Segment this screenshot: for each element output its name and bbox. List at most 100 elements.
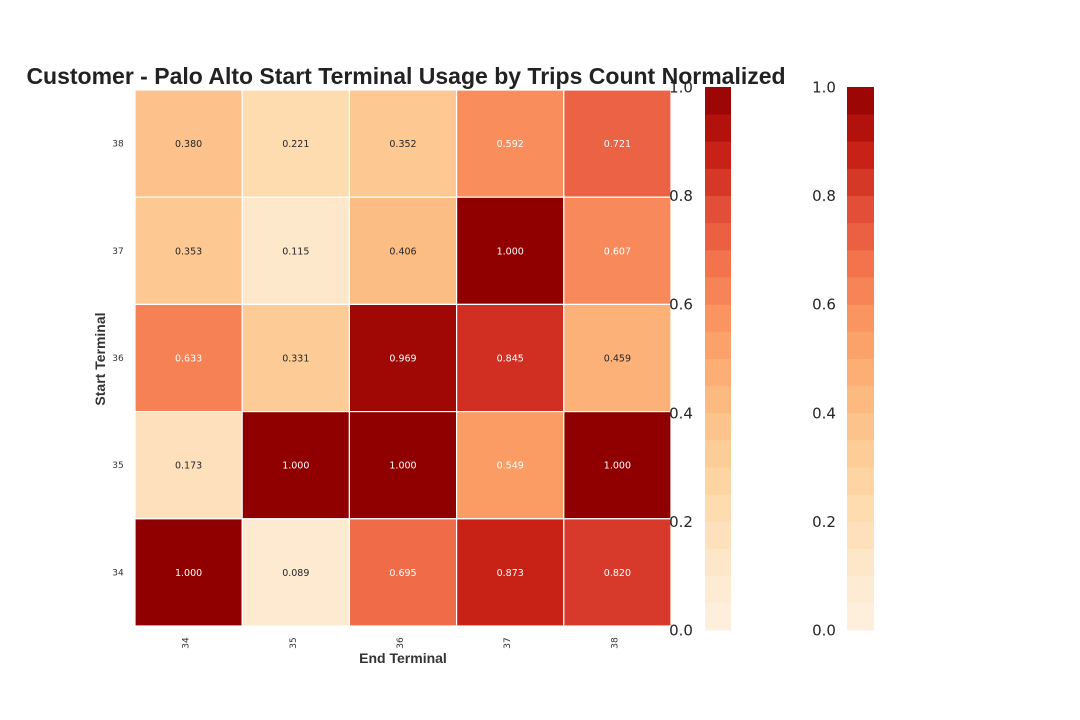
colorbar-primary: 0.0 0.2 0.4 0.6 0.8 1.0 (669, 79, 731, 640)
cell-value-label: 1.000 (282, 461, 309, 472)
colorbar-segment (847, 439, 874, 468)
cell-value-label: 0.549 (497, 461, 524, 472)
x-tick-label: 38 (610, 637, 620, 649)
heatmap-cell (348, 518, 458, 627)
colorbar-segment (705, 521, 731, 549)
heatmap-cell (563, 518, 672, 627)
colorbar-secondary: 0.0 0.2 0.4 0.6 0.8 1.0 (812, 79, 874, 640)
cell-value-label: 1.000 (175, 568, 202, 579)
cell-value-label: 0.695 (389, 568, 416, 579)
colorbar-segment (705, 439, 731, 468)
colorbar-tick-label: 0.0 (669, 622, 693, 640)
heatmap-cell (563, 411, 672, 520)
colorbar-tick-label: 0.8 (812, 187, 836, 205)
colorbar-segment (705, 195, 731, 224)
colorbar-segment (705, 467, 731, 495)
colorbar-segment (705, 168, 731, 196)
x-axis-ticks: 34 35 36 37 38 (182, 637, 621, 649)
cell-value-label: 0.820 (604, 568, 631, 579)
colorbar-tick-label: 0.8 (669, 187, 693, 205)
colorbar-segment (847, 385, 874, 414)
colorbar-segment (705, 358, 731, 387)
cell-value-label: 0.380 (175, 139, 202, 150)
colorbar-segment (847, 331, 874, 359)
y-tick-label: 36 (112, 354, 124, 364)
cell-value-label: 0.173 (175, 461, 202, 472)
colorbar-tick-label: 0.2 (812, 513, 836, 531)
cell-value-label: 0.406 (389, 246, 416, 257)
colorbar-tick-label: 0.0 (812, 622, 836, 640)
colorbar-segment (847, 358, 874, 387)
cell-value-label: 0.089 (282, 568, 309, 579)
heatmap-cell (563, 196, 672, 305)
colorbar-tick-label: 0.6 (812, 296, 836, 314)
colorbar-segment (705, 494, 731, 522)
cell-value-label: 0.331 (282, 354, 309, 365)
cell-value-label: 1.000 (497, 246, 524, 257)
heatmap-cell (241, 518, 350, 627)
heatmap-cell (134, 411, 243, 520)
heatmap-cell (348, 89, 458, 198)
colorbar-segment (705, 249, 731, 278)
colorbar-segment (847, 467, 874, 495)
heatmap-cell (241, 196, 350, 305)
colorbar-segment (847, 195, 874, 224)
colorbar-segment (705, 277, 731, 305)
colorbar-segment (847, 277, 874, 305)
cell-value-label: 0.221 (282, 139, 309, 150)
colorbar-tick-label: 1.0 (669, 79, 693, 97)
colorbar-segment (847, 521, 874, 549)
heatmap-cell (134, 89, 243, 198)
colorbar-tick-label: 0.2 (669, 513, 693, 531)
cell-value-label: 0.633 (175, 354, 202, 365)
cell-value-label: 0.459 (604, 354, 631, 365)
x-tick-label: 34 (182, 637, 192, 649)
colorbar-segment (847, 222, 874, 251)
heatmap-cell (348, 303, 458, 413)
colorbar-segment (847, 249, 874, 278)
heatmap-cell (563, 303, 672, 413)
colorbar-segment (847, 87, 874, 115)
heatmap-cell (241, 89, 350, 198)
colorbar-segment (847, 168, 874, 196)
colorbar-segment (705, 141, 731, 169)
colorbar-tick-label: 1.0 (812, 79, 836, 97)
heatmap-cell (456, 89, 565, 198)
x-tick-label: 37 (503, 637, 513, 648)
heatmap-cell (348, 196, 458, 305)
cell-value-label: 0.352 (389, 139, 416, 150)
cell-value-label: 0.353 (175, 246, 202, 257)
cell-value-label: 1.000 (389, 461, 416, 472)
cell-value-label: 0.592 (497, 139, 524, 150)
colorbar-segment (705, 331, 731, 359)
chart-title: Customer - Palo Alto Start Terminal Usag… (26, 63, 785, 89)
x-tick-label: 36 (396, 637, 406, 649)
colorbar-tick-label: 0.4 (812, 404, 836, 422)
colorbar-segment (705, 575, 731, 604)
y-tick-label: 37 (112, 247, 123, 257)
colorbar-segment (705, 385, 731, 414)
heatmap-cell (241, 303, 350, 413)
colorbar-segment (847, 548, 874, 577)
x-axis-label: End Terminal (359, 650, 447, 666)
colorbar-segment (847, 114, 874, 142)
heatmap-cell (456, 411, 565, 520)
colorbar-segment (847, 304, 874, 332)
colorbar-segment (705, 412, 731, 441)
colorbar-segment (847, 141, 874, 169)
y-tick-label: 38 (112, 140, 124, 150)
cell-value-label: 0.721 (604, 139, 631, 150)
colorbar-tick-label: 0.4 (669, 404, 693, 422)
heatmap-grid: 0.380 0.221 0.352 0.592 0.721 0.353 0.115 0.406… (134, 89, 672, 627)
colorbar-segment (705, 602, 731, 631)
colorbar-segment (705, 222, 731, 251)
cell-value-label: 0.845 (497, 354, 524, 365)
cell-value-label: 0.969 (389, 354, 416, 365)
y-axis-label: Start Terminal (92, 312, 108, 405)
heatmap-cell (134, 518, 243, 627)
colorbar-segment (847, 575, 874, 604)
x-tick-label: 35 (289, 637, 299, 648)
cell-value-label: 1.000 (604, 461, 631, 472)
heatmap-cell (241, 411, 350, 520)
